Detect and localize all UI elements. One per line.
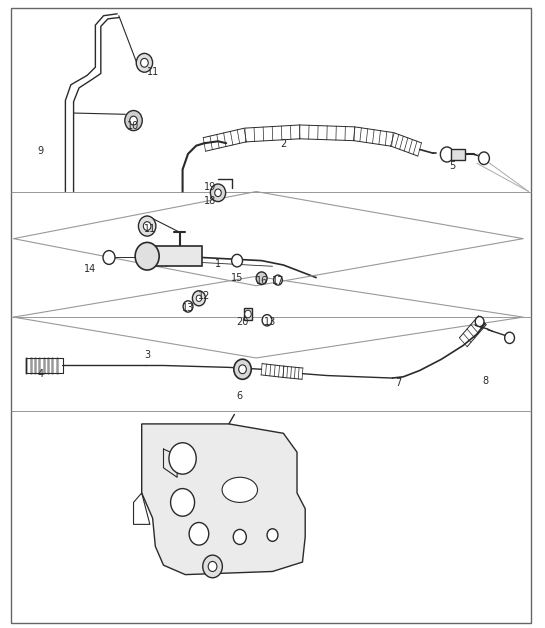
Circle shape xyxy=(183,301,193,312)
Circle shape xyxy=(135,242,159,270)
Text: 12: 12 xyxy=(198,291,210,301)
Circle shape xyxy=(143,222,151,230)
Circle shape xyxy=(256,272,267,284)
Circle shape xyxy=(141,58,148,67)
Circle shape xyxy=(138,216,156,236)
Text: 19: 19 xyxy=(204,181,216,192)
Circle shape xyxy=(103,251,115,264)
Circle shape xyxy=(136,53,153,72)
Text: 20: 20 xyxy=(237,317,249,327)
Text: 15: 15 xyxy=(231,273,243,283)
Text: 6: 6 xyxy=(237,391,243,401)
Text: 18: 18 xyxy=(204,196,216,206)
Text: 16: 16 xyxy=(256,276,268,286)
Circle shape xyxy=(130,116,137,125)
Circle shape xyxy=(233,529,246,544)
Circle shape xyxy=(274,275,282,285)
Circle shape xyxy=(189,522,209,545)
Bar xyxy=(244,308,252,320)
Circle shape xyxy=(171,489,195,516)
Circle shape xyxy=(475,317,484,327)
Text: 17: 17 xyxy=(272,276,284,286)
Circle shape xyxy=(125,111,142,131)
Text: 11: 11 xyxy=(144,224,156,234)
Circle shape xyxy=(208,561,217,571)
Text: 2: 2 xyxy=(280,139,287,149)
Circle shape xyxy=(245,310,251,318)
Circle shape xyxy=(203,555,222,578)
Text: 13: 13 xyxy=(264,317,276,327)
Text: 11: 11 xyxy=(147,67,159,77)
Circle shape xyxy=(267,529,278,541)
Polygon shape xyxy=(142,424,305,575)
Circle shape xyxy=(196,295,202,301)
Circle shape xyxy=(262,315,272,326)
Text: 3: 3 xyxy=(144,350,150,360)
Text: 13: 13 xyxy=(182,303,194,313)
Circle shape xyxy=(239,365,246,374)
Bar xyxy=(147,246,202,266)
Circle shape xyxy=(232,254,243,267)
Circle shape xyxy=(210,184,226,202)
Circle shape xyxy=(440,147,453,162)
Bar xyxy=(451,149,464,160)
Text: 5: 5 xyxy=(449,161,456,171)
Circle shape xyxy=(505,332,514,344)
Text: 4: 4 xyxy=(38,369,44,379)
Text: 10: 10 xyxy=(128,121,140,131)
Circle shape xyxy=(169,443,196,474)
Ellipse shape xyxy=(222,477,258,502)
Text: 14: 14 xyxy=(84,264,96,274)
Text: 1: 1 xyxy=(215,259,221,269)
Circle shape xyxy=(215,189,221,197)
Circle shape xyxy=(234,359,251,379)
Text: 7: 7 xyxy=(395,378,401,388)
Circle shape xyxy=(479,152,489,165)
Text: 9: 9 xyxy=(38,146,44,156)
Circle shape xyxy=(192,291,205,306)
Text: 8: 8 xyxy=(482,376,488,386)
